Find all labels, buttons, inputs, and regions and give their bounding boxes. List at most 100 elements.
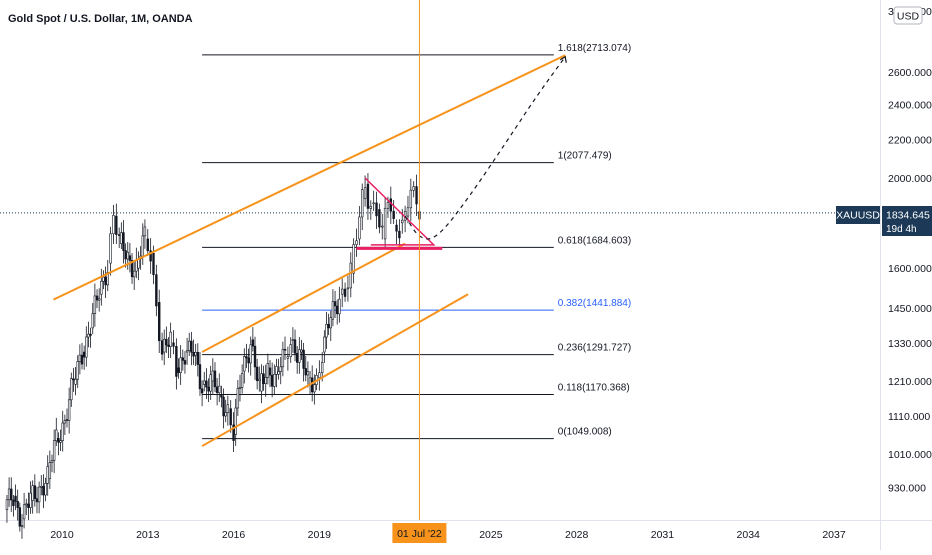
- candle-body: [409, 189, 413, 209]
- candle-body: [65, 419, 69, 421]
- candle-body: [268, 367, 272, 376]
- price-tick-label: 2400.000: [888, 99, 932, 111]
- time-tick-label: 2028: [565, 529, 589, 541]
- candle-body: [313, 384, 316, 393]
- candle-body: [333, 301, 337, 307]
- candle-body: [355, 240, 358, 245]
- candle-body: [18, 507, 22, 527]
- candle-body: [207, 386, 210, 392]
- candle-body: [346, 287, 350, 290]
- candle-body: [415, 186, 418, 205]
- candle-body: [245, 356, 248, 359]
- price-tick-label: 1600.000: [888, 263, 932, 275]
- candle-body: [33, 485, 37, 499]
- candle-body: [289, 344, 292, 357]
- candle-body: [281, 348, 285, 368]
- candle-body: [109, 233, 112, 264]
- candle-body: [177, 367, 180, 373]
- candle-body: [31, 485, 34, 501]
- fib-label-0: 0(1049.008): [558, 427, 612, 438]
- candle-body: [117, 234, 121, 236]
- candle-body: [163, 338, 166, 353]
- triangle-pattern[interactable]: [356, 177, 443, 250]
- candle-body: [149, 250, 152, 262]
- candle-body: [341, 288, 344, 295]
- candle-body: [179, 357, 182, 373]
- date-badge-label: 01 Jul '22: [397, 528, 442, 540]
- price-badge[interactable]: XAUUSD 1834.645 19d 4h: [836, 206, 932, 236]
- candle-body: [91, 313, 94, 329]
- candle-body: [232, 424, 235, 441]
- candle-body: [25, 503, 28, 506]
- channel-line-3: [201, 293, 469, 447]
- candle-body: [172, 342, 175, 347]
- candle-body: [35, 498, 39, 503]
- candle-body: [260, 373, 263, 392]
- candle-body: [283, 348, 287, 351]
- candle-body: [80, 354, 84, 365]
- time-tick-label: 2010: [50, 529, 74, 541]
- candle-body: [273, 373, 276, 387]
- currency-button[interactable]: USD: [893, 6, 923, 25]
- candle-body: [220, 394, 223, 398]
- candle-body: [20, 525, 24, 527]
- candle-body: [251, 339, 255, 347]
- candle-body: [401, 219, 404, 224]
- candle-body: [10, 488, 13, 501]
- price-badge-value: 1834.645: [886, 210, 930, 222]
- candle-body: [291, 339, 295, 342]
- candle-body: [42, 485, 45, 496]
- candle-body: [16, 501, 19, 508]
- candle-body: [160, 340, 164, 355]
- candle-body: [366, 183, 370, 209]
- candle-body: [361, 189, 364, 218]
- candle-body: [298, 349, 301, 363]
- candle-body: [331, 301, 335, 320]
- candle-body: [135, 259, 138, 272]
- candle-body: [70, 378, 73, 401]
- candle-body: [238, 387, 242, 389]
- candle-body: [106, 272, 109, 286]
- price-tick-label: 1010.000: [888, 449, 932, 461]
- candle-body: [52, 440, 56, 461]
- candle-body: [277, 371, 280, 375]
- price-tag: [882, 206, 932, 236]
- price-tick-label: 1330.000: [888, 338, 932, 350]
- price-tick-label: 1110.000: [888, 411, 930, 423]
- candle-body: [87, 333, 90, 338]
- date-badge[interactable]: 01 Jul '22: [392, 523, 447, 543]
- candle-body: [5, 499, 9, 510]
- candle-body: [213, 370, 217, 388]
- candle-body: [95, 295, 99, 301]
- candle-body: [146, 238, 149, 252]
- projection-path[interactable]: [404, 55, 567, 240]
- price-tick-label: 2600.000: [888, 67, 932, 79]
- candle-body: [270, 374, 274, 387]
- candle-body: [72, 378, 75, 381]
- time-axis[interactable]: 2010 2013 2016 2019 2025 2028 2031 2034 2037: [50, 529, 846, 541]
- candle-body: [336, 305, 339, 315]
- projection-curve: [404, 56, 566, 240]
- fib-label-0.236: 0.236(1291.727): [558, 343, 631, 354]
- channel-lines[interactable]: [52, 54, 566, 447]
- price-tick-label: 2200.000: [888, 134, 932, 146]
- candle-body: [338, 298, 341, 315]
- candle-body: [224, 412, 227, 417]
- candle-body: [61, 422, 64, 441]
- price-axis[interactable]: 930.000 1010.000 1110.000 1210.000 1330.000 1…: [888, 67, 932, 494]
- candle-body: [185, 350, 189, 353]
- candle-body: [234, 407, 237, 435]
- candle-body: [222, 396, 225, 417]
- candle-body: [112, 215, 115, 235]
- candle-body: [22, 504, 26, 520]
- candle-body: [74, 378, 77, 385]
- candle-body: [12, 499, 15, 507]
- candle-body: [398, 230, 401, 239]
- fib-label-0.118: 0.118(1170.368): [558, 382, 630, 393]
- candle-body: [306, 371, 310, 376]
- candle-body: [229, 408, 232, 426]
- candle-body: [40, 485, 43, 488]
- candle-body: [67, 399, 71, 421]
